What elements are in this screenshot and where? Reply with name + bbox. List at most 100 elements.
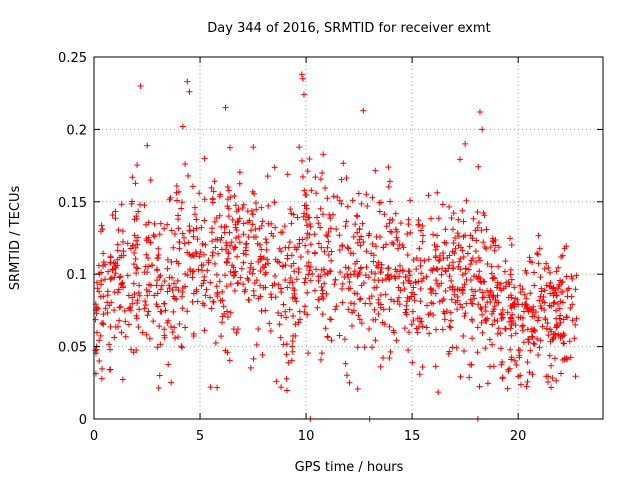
data-point <box>434 266 441 273</box>
data-point <box>144 269 151 276</box>
data-point <box>257 268 264 275</box>
data-point <box>223 283 230 290</box>
data-point <box>452 234 459 241</box>
data-point <box>478 227 485 234</box>
data-point <box>519 323 526 330</box>
data-point <box>449 226 456 233</box>
data-point <box>126 305 133 312</box>
data-point <box>131 290 138 297</box>
data-point <box>97 332 104 339</box>
data-point <box>417 285 424 292</box>
data-point <box>391 329 398 336</box>
data-point <box>235 218 242 225</box>
data-point <box>446 262 453 269</box>
data-point <box>234 253 241 260</box>
data-point <box>211 260 218 267</box>
data-point <box>104 309 111 316</box>
data-point <box>209 195 216 202</box>
data-point <box>413 255 420 262</box>
data-point <box>484 299 491 306</box>
data-point <box>514 296 521 303</box>
data-point <box>94 285 101 292</box>
data-point <box>459 207 466 214</box>
data-point <box>480 278 487 285</box>
data-point <box>182 324 189 331</box>
data-point <box>315 296 322 303</box>
data-point <box>116 304 123 311</box>
data-point <box>538 285 545 292</box>
data-point <box>554 322 561 329</box>
data-point <box>418 227 425 234</box>
y-tick-label: 0 <box>79 413 87 428</box>
data-point <box>389 239 396 246</box>
data-point <box>154 290 161 297</box>
data-point <box>320 295 327 302</box>
data-point <box>344 203 351 210</box>
data-point <box>298 71 305 78</box>
data-point <box>254 240 261 247</box>
data-point <box>231 244 238 251</box>
data-point <box>454 286 461 293</box>
data-point <box>525 336 532 343</box>
data-point <box>416 315 423 322</box>
data-point <box>509 318 516 325</box>
x-tick-label: 20 <box>510 429 527 444</box>
data-point <box>377 304 384 311</box>
data-point <box>265 260 272 267</box>
data-point <box>557 370 564 377</box>
data-point <box>507 271 514 278</box>
data-point <box>357 242 364 249</box>
data-point <box>176 239 183 246</box>
data-point <box>158 308 165 315</box>
data-point <box>219 319 226 326</box>
data-point <box>505 294 512 301</box>
data-point <box>176 245 183 252</box>
data-point <box>311 231 318 238</box>
data-point <box>119 279 126 286</box>
data-point <box>129 300 136 307</box>
data-point <box>405 347 412 354</box>
data-point <box>145 263 152 270</box>
data-point <box>185 239 192 246</box>
data-point <box>377 291 384 298</box>
data-point <box>164 319 171 326</box>
data-point <box>366 325 373 332</box>
data-point <box>115 226 122 233</box>
data-point <box>268 230 275 237</box>
data-point <box>502 258 509 265</box>
y-axis-label: SRMTID / TECUs <box>8 186 23 291</box>
data-point <box>148 262 155 269</box>
data-point <box>226 357 233 364</box>
data-point <box>129 174 136 181</box>
data-point <box>133 264 140 271</box>
data-point <box>155 252 162 259</box>
data-point <box>247 364 254 371</box>
data-point <box>220 303 227 310</box>
data-point <box>174 277 181 284</box>
data-point <box>356 226 363 233</box>
plot-frame <box>93 56 604 420</box>
data-point <box>465 266 472 273</box>
data-point <box>556 283 563 290</box>
data-point <box>503 279 510 286</box>
data-point <box>127 304 134 311</box>
data-point <box>301 279 308 286</box>
data-point <box>133 270 140 277</box>
data-point <box>276 245 283 252</box>
data-point <box>322 325 329 332</box>
data-point <box>299 75 306 82</box>
data-point <box>502 325 509 332</box>
data-point <box>245 234 252 241</box>
data-point <box>344 270 351 277</box>
data-point <box>393 268 400 275</box>
data-point <box>388 296 395 303</box>
data-point <box>96 357 103 364</box>
data-point <box>432 253 439 260</box>
data-point <box>569 301 576 308</box>
data-point <box>207 279 214 286</box>
data-point <box>428 215 435 222</box>
data-point <box>193 216 200 223</box>
data-point <box>314 304 321 311</box>
data-point <box>515 314 522 321</box>
